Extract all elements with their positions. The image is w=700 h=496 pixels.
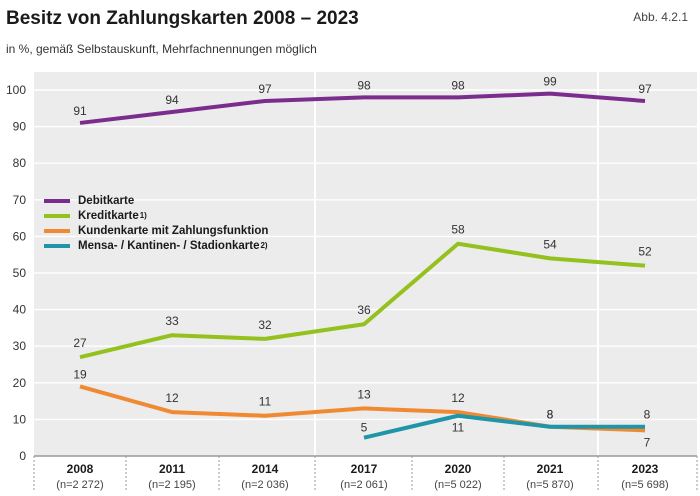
y-tick-label: 60 bbox=[13, 229, 27, 243]
legend-item-kundenkarte: Kundenkarte mit Zahlungsfunktion bbox=[44, 223, 268, 238]
legend-label: Mensa- / Kantinen- / Stadionkarte bbox=[78, 239, 260, 252]
data-label: 19 bbox=[73, 367, 87, 381]
data-label: 97 bbox=[258, 82, 272, 96]
legend-footnote: 1) bbox=[139, 211, 147, 220]
x-tick-sample-size: (n=2 195) bbox=[148, 479, 195, 491]
legend-item-debitkarte: Debitkarte bbox=[44, 193, 268, 208]
data-label: 27 bbox=[73, 336, 87, 350]
data-label: 11 bbox=[259, 395, 272, 409]
legend-swatch bbox=[44, 243, 70, 248]
x-tick-sample-size: (n=5 870) bbox=[526, 479, 573, 491]
data-label: 12 bbox=[165, 391, 179, 405]
x-tick-label: 2020 bbox=[445, 462, 472, 476]
x-tick-sample-size: (n=5 698) bbox=[621, 479, 668, 491]
series-line-3 bbox=[363, 413, 645, 440]
data-label: 98 bbox=[357, 78, 371, 92]
data-label: 32 bbox=[258, 318, 272, 332]
x-tick-label: 2021 bbox=[537, 462, 564, 476]
x-tick-label: 2017 bbox=[351, 462, 378, 476]
data-label: 8 bbox=[644, 408, 651, 422]
data-label: 98 bbox=[451, 78, 465, 92]
x-tick-label: 2008 bbox=[67, 462, 94, 476]
y-tick-label: 50 bbox=[13, 266, 27, 280]
data-label: 91 bbox=[73, 104, 87, 118]
data-label: 8 bbox=[547, 408, 554, 422]
data-label: 12 bbox=[451, 391, 465, 405]
legend-footnote: 2) bbox=[260, 241, 268, 250]
data-label: 33 bbox=[165, 314, 179, 328]
legend-swatch bbox=[44, 198, 70, 203]
x-axis-band bbox=[34, 456, 697, 494]
data-label: 5 bbox=[361, 421, 368, 435]
data-label: 97 bbox=[638, 82, 652, 96]
data-label: 13 bbox=[357, 387, 371, 401]
figure-label: Abb. 4.2.1 bbox=[633, 10, 688, 24]
data-label: 54 bbox=[543, 237, 557, 251]
plot-background bbox=[34, 72, 697, 456]
data-label: 11 bbox=[452, 421, 465, 435]
x-tick-sample-size: (n=5 022) bbox=[434, 479, 481, 491]
legend: Debitkarte Kreditkarte 1) Kundenkarte mi… bbox=[44, 193, 268, 253]
y-tick-label: 10 bbox=[13, 412, 27, 426]
y-tick-label: 80 bbox=[13, 156, 27, 170]
legend-label: Kreditkarte bbox=[78, 209, 139, 222]
x-tick-sample-size: (n=2 061) bbox=[340, 479, 387, 491]
data-label: 58 bbox=[451, 223, 465, 237]
y-tick-label: 20 bbox=[13, 376, 27, 390]
legend-item-mensakarte: Mensa- / Kantinen- / Stadionkarte 2) bbox=[44, 238, 268, 253]
legend-label: Debitkarte bbox=[78, 194, 135, 207]
y-tick-label: 40 bbox=[13, 303, 27, 317]
y-tick-label: 70 bbox=[13, 193, 27, 207]
legend-item-kreditkarte: Kreditkarte 1) bbox=[44, 208, 268, 223]
y-tick-label: 100 bbox=[6, 83, 26, 97]
y-tick-label: 0 bbox=[19, 449, 26, 463]
data-label: 52 bbox=[638, 245, 652, 259]
x-tick-label: 2023 bbox=[632, 462, 659, 476]
y-tick-label: 30 bbox=[13, 339, 27, 353]
legend-swatch bbox=[44, 213, 70, 218]
legend-swatch bbox=[44, 228, 70, 233]
data-label: 8 bbox=[547, 408, 554, 422]
x-tick-sample-size: (n=2 036) bbox=[241, 479, 288, 491]
x-tick-label: 2011 bbox=[159, 462, 185, 476]
legend-label: Kundenkarte mit Zahlungsfunktion bbox=[78, 224, 269, 237]
x-tick-label: 2014 bbox=[252, 462, 279, 476]
data-label: 94 bbox=[165, 93, 179, 107]
chart-subtitle: in %, gemäß Selbstauskunft, Mehrfachnenn… bbox=[6, 42, 317, 56]
data-label: 36 bbox=[357, 303, 371, 317]
data-label: 7 bbox=[644, 435, 651, 449]
chart-title: Besitz von Zahlungskarten 2008 – 2023 bbox=[6, 8, 359, 29]
y-tick-label: 90 bbox=[13, 120, 27, 134]
data-label: 99 bbox=[543, 75, 557, 89]
x-tick-sample-size: (n=2 272) bbox=[56, 479, 103, 491]
